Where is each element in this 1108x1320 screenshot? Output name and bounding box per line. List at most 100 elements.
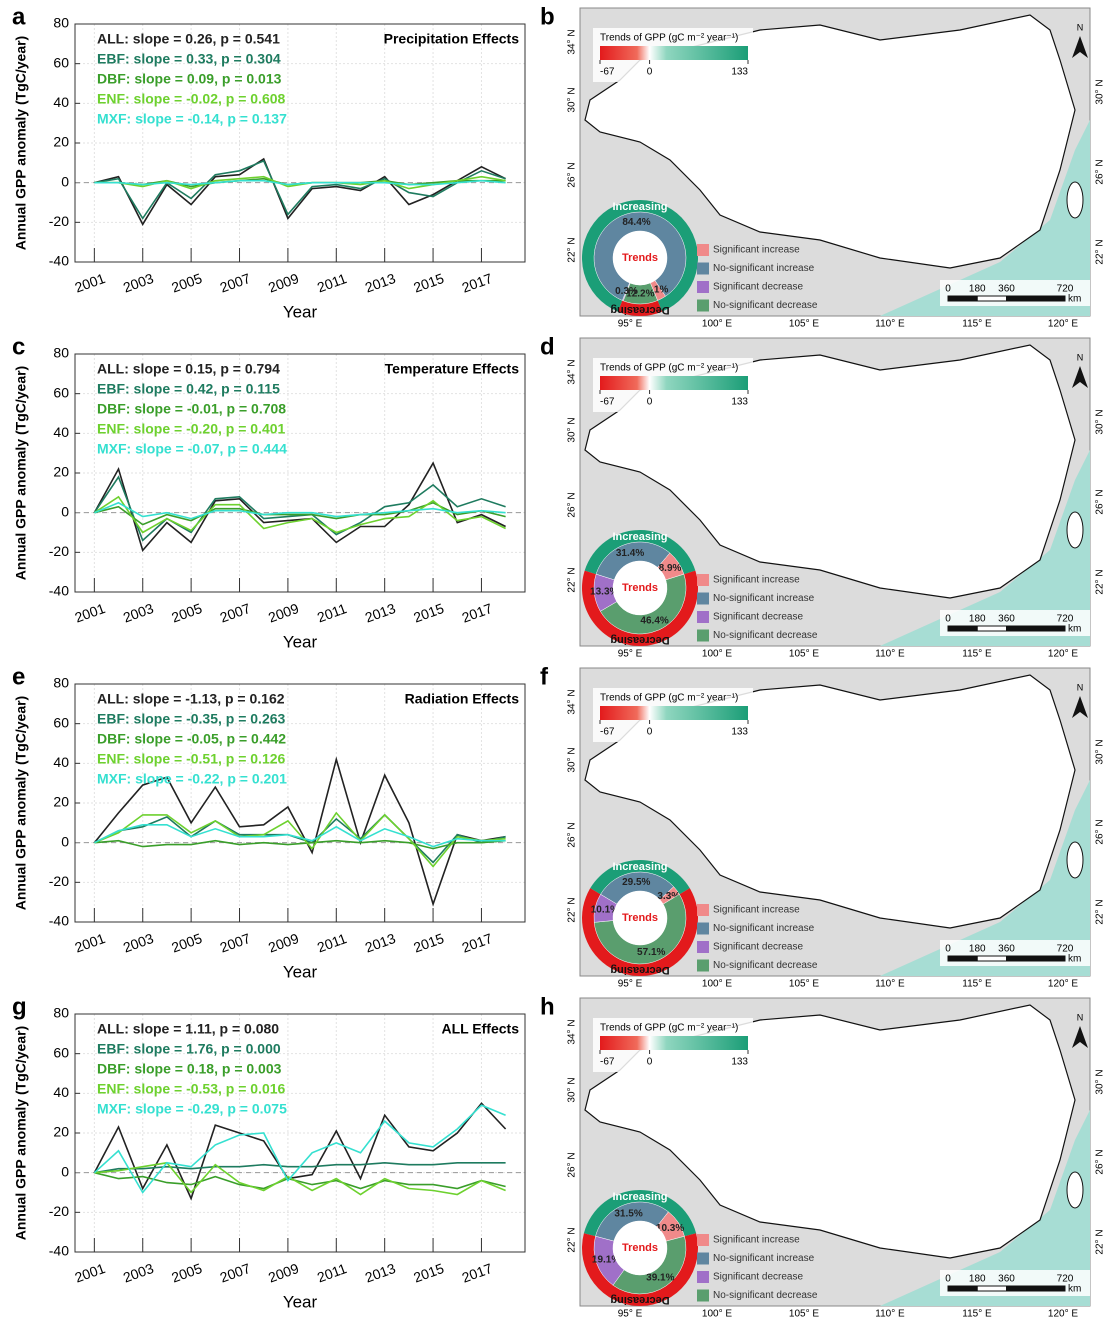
donut-value-label: 19.1% (592, 1255, 620, 1266)
scalebar-label: 0 (945, 944, 951, 955)
ring-label: Increasing (612, 861, 667, 873)
scalebar-label: 180 (969, 1274, 986, 1285)
lat-label: 26° N (567, 822, 578, 847)
panel-letter: d (540, 333, 555, 360)
lat-label: 30° N (1095, 79, 1106, 104)
donut-value-label: 46.4% (640, 616, 668, 627)
y-tick-label: 60 (53, 384, 69, 400)
panel-letter: h (540, 993, 555, 1020)
legend-entry: ALL: slope = 0.26, p = 0.541 (97, 31, 280, 47)
scalebar-label: 720 (1057, 284, 1074, 295)
north-arrow (1072, 36, 1088, 58)
lon-label: 100° E (702, 979, 732, 990)
lat-label: 34° N (567, 1019, 578, 1044)
x-tick-label: 2005 (169, 1260, 204, 1286)
y-tick-label: -40 (49, 253, 69, 269)
colorbar-tick-label: 0 (647, 1057, 653, 1068)
north-label: N (1077, 22, 1084, 32)
legend-entry: ENF: slope = -0.20, p = 0.401 (97, 421, 286, 437)
x-tick-label: 2009 (266, 600, 301, 626)
y-tick-label: 0 (61, 503, 69, 519)
scalebar-bg (940, 940, 1090, 966)
legend-entry: ALL: slope = -1.13, p = 0.162 (97, 691, 285, 707)
donut-value-label: 10.1% (591, 905, 619, 916)
y-tick-label: 0 (61, 833, 69, 849)
ring-increasing (590, 860, 690, 895)
x-tick-label: 2003 (121, 600, 156, 626)
x-tick-label: 2011 (315, 600, 349, 625)
legend-entry: Significant decrease (713, 612, 803, 623)
series-line (94, 1161, 506, 1196)
lon-label: 95° E (618, 319, 643, 330)
legend-swatch (697, 262, 709, 275)
donut-value-label: 3.3% (657, 891, 680, 902)
y-tick-label: -20 (49, 873, 69, 889)
series-line (93, 1102, 507, 1201)
panel-letter: b (540, 3, 555, 30)
scalebar-bg (940, 610, 1090, 636)
legend-swatch (697, 1234, 709, 1246)
legend-swatch (697, 1271, 709, 1283)
legend-entry: MXF: slope = -0.22, p = 0.201 (97, 771, 287, 787)
y-tick-label: 40 (53, 424, 69, 440)
y-tick-label: 20 (53, 1124, 69, 1140)
ring-increasing (583, 1190, 697, 1237)
donut-center (613, 561, 667, 615)
legend-swatch (697, 1252, 709, 1265)
legend-entry: DBF: slope = -0.05, p = 0.442 (97, 731, 286, 747)
colorbar-title: Trends of GPP (gC m⁻² year⁻¹) (600, 33, 738, 44)
legend-entry: No-significant increase (713, 263, 815, 274)
colorbar (600, 46, 748, 60)
colorbar-title: Trends of GPP (gC m⁻² year⁻¹) (600, 693, 738, 704)
x-axis-label: Year (283, 302, 318, 321)
donut-value-label: 10.3% (656, 1223, 684, 1234)
scalebar-label: 180 (969, 614, 986, 625)
scalebar-bg (940, 280, 1090, 306)
scalebar-label: 360 (998, 284, 1015, 295)
lat-label: 26° N (567, 1152, 578, 1177)
x-axis-label: Year (283, 1292, 318, 1311)
ring-label: Decreasing (610, 634, 669, 646)
donut-value-label: 29.5% (622, 877, 650, 888)
scalebar-segment (947, 295, 978, 302)
scalebar-label: 720 (1057, 1274, 1074, 1285)
colorbar-tick-label: -67 (600, 397, 615, 408)
colorbar-tick-label: 133 (731, 1057, 748, 1068)
sea (880, 780, 1090, 976)
north-label: N (1077, 352, 1084, 362)
x-tick-label: 2015 (411, 1260, 446, 1286)
scalebar-label: 720 (1057, 944, 1074, 955)
y-axis-label: Annual GPP anomaly (TgC/year) (13, 1026, 29, 1240)
scalebar-unit: km (1068, 624, 1081, 635)
lon-label: 115° E (962, 319, 992, 330)
x-tick-label: 2005 (169, 930, 204, 956)
lat-label: 22° N (567, 897, 578, 922)
ring-label: Increasing (612, 201, 667, 213)
legend-swatch (697, 941, 709, 953)
scalebar-label: 0 (945, 614, 951, 625)
donut-value-label: 84.4% (622, 217, 650, 228)
sea (880, 120, 1090, 316)
series-line (94, 811, 506, 868)
panel-letter: f (540, 663, 549, 690)
series-line (93, 461, 506, 553)
legend-swatch (697, 922, 709, 935)
legend-entry: Significant decrease (713, 282, 803, 293)
legend-swatch (697, 281, 709, 293)
scalebar-segment (976, 955, 1007, 962)
lon-label: 95° E (618, 979, 643, 990)
legend-entry: Significant increase (713, 905, 800, 916)
series-line (93, 756, 506, 907)
lat-label: 26° N (1095, 159, 1106, 184)
x-tick-label: 2013 (363, 930, 398, 956)
x-tick-label: 2017 (460, 270, 495, 296)
x-tick-label: 2009 (266, 270, 301, 296)
plot-frame (74, 23, 526, 263)
colorbar (600, 376, 748, 390)
x-tick-label: 2017 (460, 600, 495, 626)
donut-value-label: 3.1% (646, 284, 669, 295)
lat-label: 22° N (1095, 1229, 1106, 1254)
legend-entry: DBF: slope = 0.09, p = 0.013 (97, 71, 282, 87)
donut-value-label: 57.1% (637, 947, 665, 958)
x-tick-label: 2003 (121, 1260, 156, 1286)
